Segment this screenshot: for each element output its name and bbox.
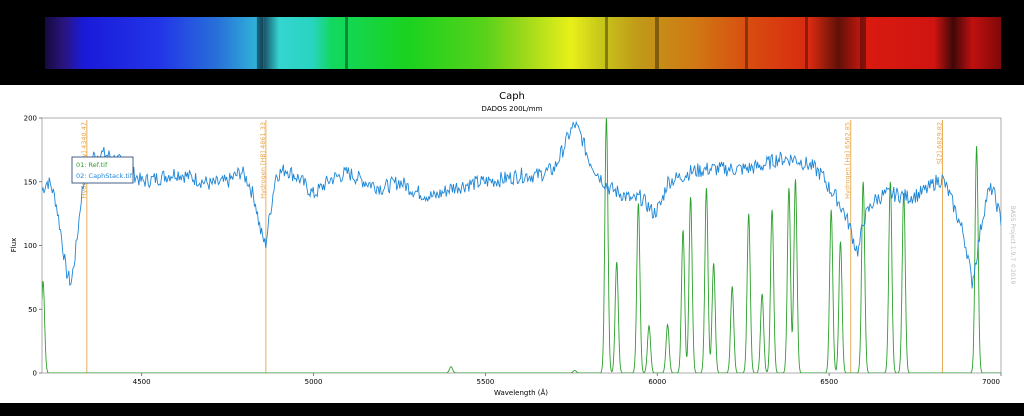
reference-line-label-3: S[2] 6829.82 xyxy=(936,122,944,164)
chart-subtitle: DADOS 200L/mm xyxy=(482,105,543,113)
spectrum-image-band xyxy=(0,0,1024,85)
series-line-caphstack xyxy=(42,120,1001,289)
x-tick-label-1: 5000 xyxy=(305,378,323,386)
y-tick-label-3: 150 xyxy=(24,178,37,186)
legend-box xyxy=(71,156,134,184)
y-tick-label-4: 200 xyxy=(24,115,37,123)
y-tick-label-2: 100 xyxy=(24,242,37,250)
y-tick-label-0: 0 xyxy=(33,370,37,378)
y-axis-label: Flux xyxy=(10,238,18,253)
x-axis-label: Wavelength (Å) xyxy=(494,388,548,397)
x-tick-label-4: 6500 xyxy=(820,378,838,386)
plot-area-frame xyxy=(41,117,1002,374)
x-tick-label-2: 5500 xyxy=(476,378,494,386)
legend-entry-caphstack: 02: CaphStack.tif xyxy=(76,172,133,180)
legend-entry-ref: 01: Ref.tif xyxy=(76,161,108,169)
spectrum-line-chart: Caph DADOS 200L/mm Hydrogen [Hγ] 4340.47… xyxy=(10,91,1016,397)
x-tick-label-3: 6000 xyxy=(648,378,666,386)
chart-panel: Caph DADOS 200L/mm Hydrogen [Hγ] 4340.47… xyxy=(0,85,1024,403)
bottom-black-band xyxy=(0,403,1024,416)
y-tick-label-1: 50 xyxy=(28,306,37,314)
reference-line-label-2: Hydrogen [Hα] 6562.85 xyxy=(844,122,852,199)
chart-legend[interactable]: 01: Ref.tif 02: CaphStack.tif xyxy=(71,156,134,184)
chart-title: Caph xyxy=(499,91,525,102)
watermark-text: BASS Project 1.9.7 ©2019 xyxy=(1009,206,1016,285)
series-line-ref xyxy=(42,118,1001,373)
x-tick-label-0: 4500 xyxy=(133,378,151,386)
rainbow-spectrum-image xyxy=(45,17,1001,69)
x-tick-label-5: 7000 xyxy=(982,378,1000,386)
reference-line-label-1: Hydrogen [Hβ] 4861.33 xyxy=(259,122,267,199)
